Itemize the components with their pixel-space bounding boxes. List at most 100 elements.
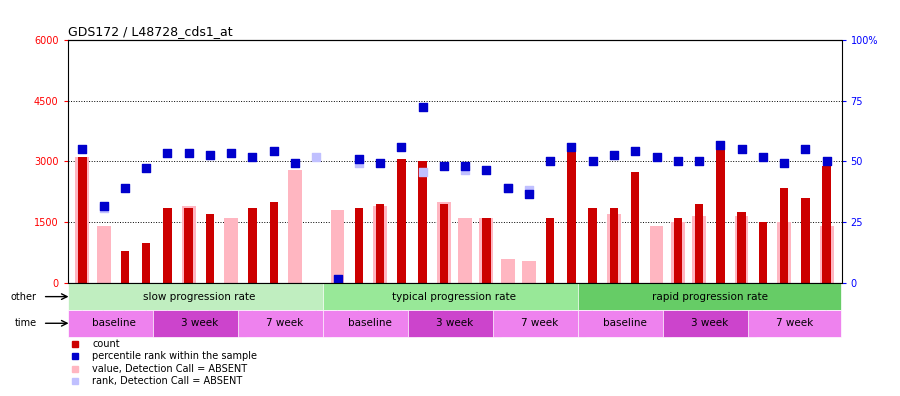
Point bbox=[713, 142, 727, 148]
Point bbox=[500, 185, 515, 191]
Bar bbox=[439, 204, 448, 283]
Point bbox=[777, 160, 791, 167]
Bar bbox=[578, 283, 842, 310]
Bar bbox=[546, 218, 554, 283]
Bar bbox=[408, 310, 501, 337]
Point bbox=[139, 164, 153, 171]
Bar bbox=[121, 251, 130, 283]
Bar bbox=[96, 227, 111, 283]
Point bbox=[522, 191, 536, 197]
Bar bbox=[695, 204, 703, 283]
Bar bbox=[779, 188, 788, 283]
Point bbox=[202, 152, 217, 158]
Bar bbox=[323, 310, 416, 337]
Text: count: count bbox=[93, 339, 120, 349]
Point bbox=[330, 276, 345, 282]
Bar bbox=[737, 212, 746, 283]
Bar bbox=[330, 210, 345, 283]
Point bbox=[458, 162, 473, 169]
Point bbox=[586, 158, 600, 165]
Bar bbox=[493, 310, 586, 337]
Bar bbox=[397, 160, 406, 283]
Text: slow progression rate: slow progression rate bbox=[143, 291, 256, 302]
Text: baseline: baseline bbox=[603, 318, 646, 328]
Bar bbox=[482, 218, 491, 283]
Point bbox=[458, 166, 473, 173]
Bar bbox=[418, 162, 427, 283]
Bar bbox=[673, 218, 682, 283]
Point bbox=[798, 146, 813, 152]
Point bbox=[76, 146, 90, 152]
Text: 7 week: 7 week bbox=[266, 318, 303, 328]
Text: percentile rank within the sample: percentile rank within the sample bbox=[93, 351, 257, 362]
Bar bbox=[631, 171, 640, 283]
Bar bbox=[182, 206, 195, 283]
Bar bbox=[567, 147, 576, 283]
Bar bbox=[609, 208, 618, 283]
Bar bbox=[734, 216, 749, 283]
Point bbox=[394, 144, 409, 150]
Bar bbox=[522, 261, 536, 283]
Text: other: other bbox=[11, 291, 37, 302]
Point bbox=[96, 203, 111, 209]
Bar bbox=[163, 208, 172, 283]
Point bbox=[500, 185, 515, 191]
Bar bbox=[248, 208, 256, 283]
Bar bbox=[374, 206, 387, 283]
Bar bbox=[608, 214, 621, 283]
Bar bbox=[224, 218, 238, 283]
Bar bbox=[823, 166, 831, 283]
Point bbox=[118, 185, 132, 191]
Point bbox=[266, 148, 281, 154]
Point bbox=[309, 154, 323, 160]
Text: value, Detection Call = ABSENT: value, Detection Call = ABSENT bbox=[93, 364, 248, 374]
Bar bbox=[778, 223, 791, 283]
Bar bbox=[323, 283, 586, 310]
Bar bbox=[68, 310, 161, 337]
Bar bbox=[288, 169, 302, 283]
Bar bbox=[238, 310, 331, 337]
Point bbox=[160, 150, 175, 156]
Bar bbox=[355, 208, 363, 283]
Point bbox=[352, 160, 366, 167]
Bar bbox=[748, 310, 842, 337]
Point bbox=[288, 160, 302, 167]
Text: time: time bbox=[14, 318, 37, 328]
Text: 7 week: 7 week bbox=[776, 318, 814, 328]
Text: 3 week: 3 week bbox=[436, 318, 473, 328]
Point bbox=[564, 144, 579, 150]
Bar bbox=[78, 157, 86, 283]
Point bbox=[522, 187, 536, 193]
Point bbox=[182, 150, 196, 156]
Point bbox=[649, 154, 663, 160]
Point bbox=[246, 154, 260, 160]
Bar bbox=[184, 208, 193, 283]
Text: baseline: baseline bbox=[93, 318, 136, 328]
Text: rapid progression rate: rapid progression rate bbox=[652, 291, 768, 302]
Bar bbox=[269, 202, 278, 283]
Bar bbox=[68, 283, 331, 310]
Point bbox=[819, 158, 833, 165]
Point bbox=[479, 166, 493, 173]
Point bbox=[352, 156, 366, 163]
Text: 3 week: 3 week bbox=[691, 318, 728, 328]
Point bbox=[692, 158, 706, 165]
Bar bbox=[458, 218, 472, 283]
Point bbox=[96, 205, 111, 211]
Bar bbox=[692, 216, 706, 283]
Point bbox=[628, 148, 643, 154]
Bar bbox=[437, 202, 451, 283]
Bar bbox=[376, 204, 384, 283]
Point bbox=[756, 154, 770, 160]
Point bbox=[543, 158, 557, 165]
Point bbox=[436, 162, 451, 169]
Point bbox=[416, 168, 430, 175]
Bar bbox=[206, 214, 214, 283]
Point bbox=[734, 146, 749, 152]
Bar bbox=[578, 310, 671, 337]
Bar bbox=[820, 227, 833, 283]
Bar bbox=[650, 227, 663, 283]
Bar bbox=[500, 259, 515, 283]
Point bbox=[224, 150, 238, 156]
Bar bbox=[663, 310, 756, 337]
